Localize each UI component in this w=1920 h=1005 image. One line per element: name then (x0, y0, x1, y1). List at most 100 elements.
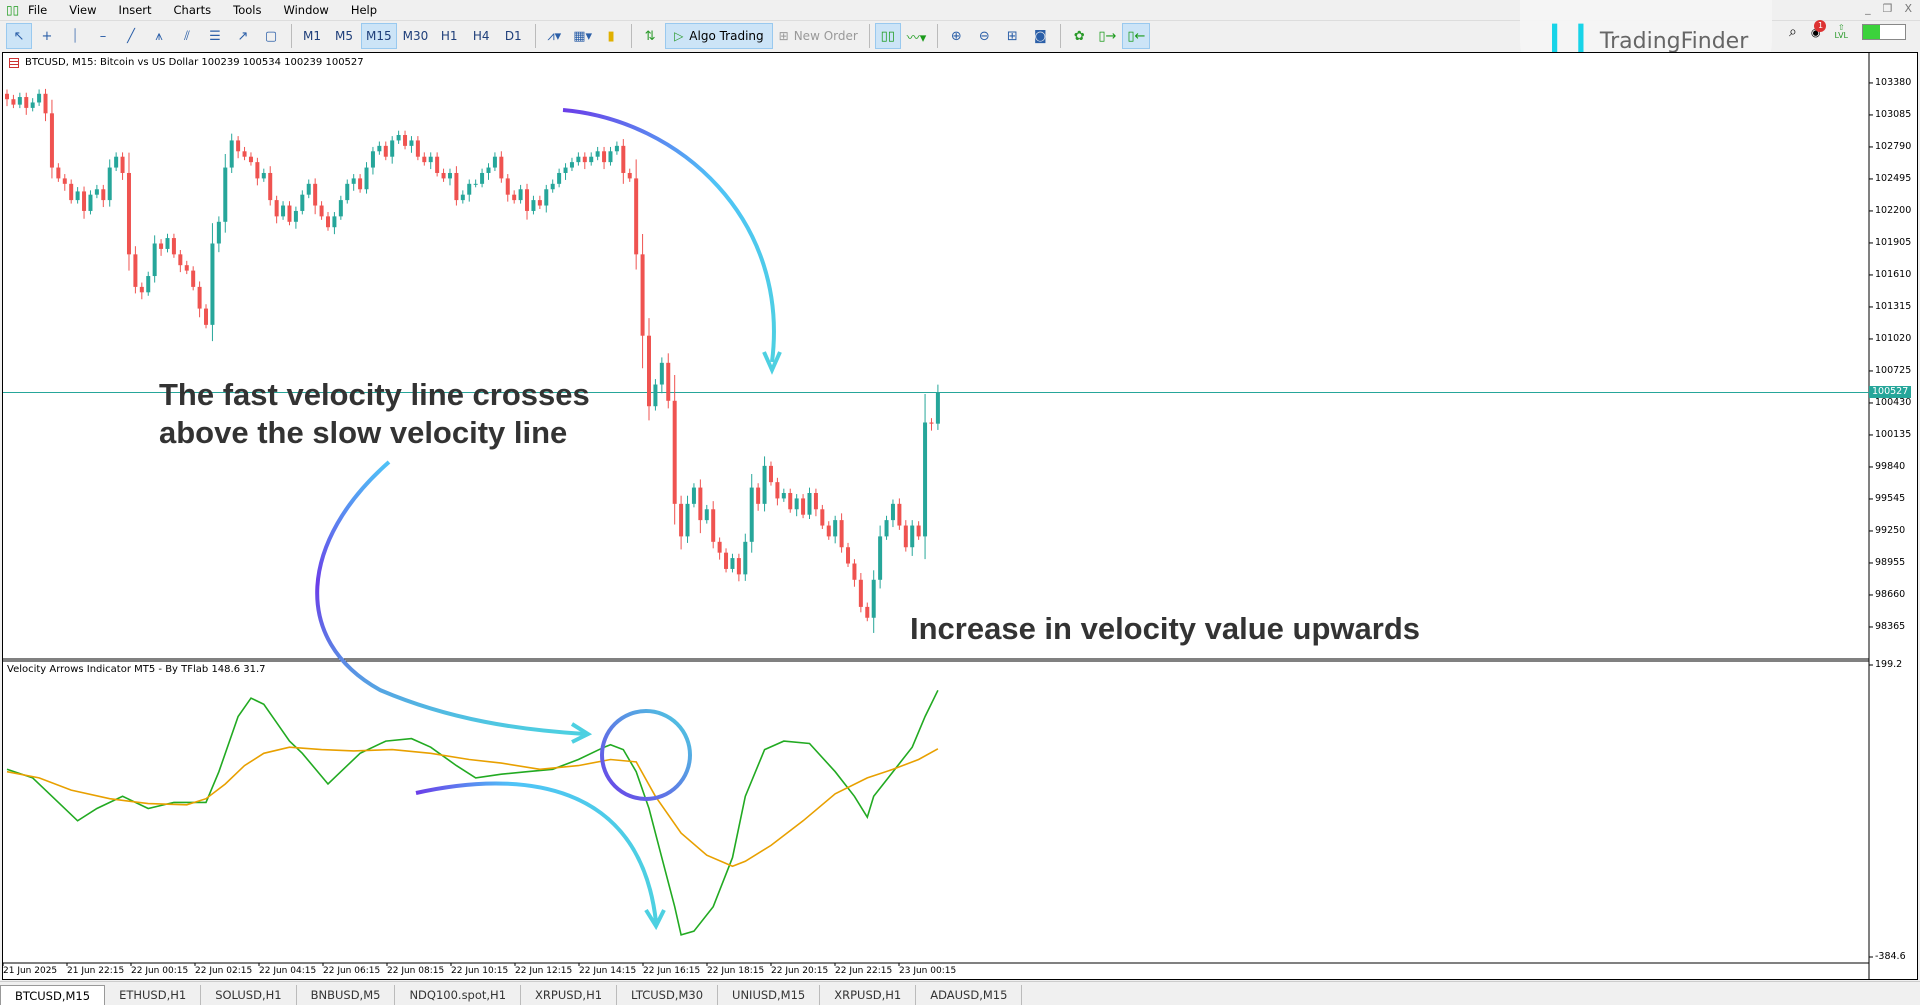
tab-uniusd-m15[interactable]: UNIUSD,M15 (718, 985, 821, 1005)
price-tick-label: 99250 (1875, 524, 1906, 536)
candlestick-icon[interactable]: ▯▯ (874, 23, 901, 49)
menu-window[interactable]: Window (283, 2, 329, 17)
chart-type-icon[interactable]: ⩘▾ (547, 28, 562, 44)
timeframe-m5[interactable]: M5 (335, 29, 353, 43)
trendline-icon[interactable]: ╱ (127, 28, 135, 44)
candle-body (216, 221, 221, 244)
line-chart-icon[interactable]: 〰▾ (906, 30, 927, 46)
rectangle-icon[interactable]: ▢ (264, 28, 278, 44)
time-tick-label: 22 Jun 18:15 (707, 966, 765, 976)
tab-ndq100-spot-h1[interactable]: NDQ100.spot,H1 (395, 985, 522, 1005)
screenshot-icon[interactable]: ◙ (1034, 28, 1047, 44)
price-tick-label: 102790 (1875, 140, 1912, 152)
candle-body (647, 335, 651, 407)
timeframe-h4[interactable]: H4 (472, 29, 490, 43)
settings-gear-icon[interactable]: ✿ (1073, 28, 1085, 44)
separator (937, 24, 939, 48)
arrow-line-icon[interactable]: ↗ (237, 28, 249, 44)
candle-body (486, 167, 491, 173)
price-tick-label: 103085 (1875, 108, 1912, 120)
candle-body (5, 93, 9, 100)
timeframe-h1[interactable]: H1 (440, 29, 458, 43)
tab-bnbusd-m5[interactable]: BNBUSD,M5 (297, 985, 396, 1005)
channel-icon[interactable]: ⫽ (184, 28, 190, 44)
chart-shift-icon[interactable]: ▯← (1122, 23, 1151, 49)
candle-body (274, 200, 279, 217)
indicators-icon[interactable]: ▦▾ (573, 28, 593, 44)
tab-xrpusd-h1[interactable]: XRPUSD,H1 (521, 985, 618, 1005)
menu-tools[interactable]: Tools (233, 2, 262, 17)
cursor-icon[interactable]: ↖ (6, 23, 32, 49)
algo-trading-button[interactable]: ▷ Algo Trading (665, 23, 773, 49)
candle-body (691, 487, 696, 504)
tab-ethusd-h1[interactable]: ETHUSD,H1 (105, 985, 202, 1005)
timeframe-m1[interactable]: M1 (303, 29, 321, 43)
time-tick-label: 21 Jun 22:15 (67, 966, 125, 976)
candle-body (756, 487, 761, 504)
new-order-icon: ⊞ (778, 29, 789, 43)
candle-body (75, 191, 80, 201)
price-tick-label: 100430 (1875, 396, 1912, 408)
candle-body (569, 162, 574, 168)
candle-body (126, 172, 131, 255)
menu-view[interactable]: View (69, 2, 97, 17)
menu-insert[interactable]: Insert (118, 2, 152, 17)
timeframe-m30[interactable]: M30 (402, 29, 429, 43)
price-tick-label: 101315 (1875, 300, 1912, 312)
level-toggle[interactable] (1862, 24, 1906, 40)
candle-body (492, 156, 497, 168)
tab-xrpusd-h1[interactable]: XRPUSD,H1 (820, 985, 917, 1005)
tab-solusd-h1[interactable]: SOLUSD,H1 (201, 985, 297, 1005)
restore-button[interactable]: ❐ (1882, 2, 1893, 15)
crossover-annotation-line-1: The fast velocity line crosses (159, 377, 590, 412)
search-icon[interactable]: ⌕ (1789, 24, 1797, 40)
menu-file[interactable]: File (28, 2, 48, 17)
candle-body (197, 286, 202, 309)
horizontal-line-icon[interactable]: – (99, 28, 107, 44)
price-tick-label: 98955 (1875, 556, 1906, 568)
candle-body (852, 563, 857, 580)
templates-icon[interactable]: ▮ (607, 28, 615, 44)
fibonacci-icon[interactable]: ☰ (209, 28, 221, 44)
candle-body (345, 183, 350, 201)
candle-body (704, 509, 709, 521)
time-tick-label: 22 Jun 02:15 (195, 966, 253, 976)
timeframe-m15[interactable]: M15 (361, 23, 397, 49)
menu-charts[interactable]: Charts (173, 2, 212, 17)
chart-canvas[interactable] (3, 53, 1917, 979)
new-order-button[interactable]: ⊞ New Order (775, 23, 862, 49)
tile-windows-icon[interactable]: ⊞ (1006, 28, 1018, 44)
candle-body (512, 194, 517, 201)
candle-body (152, 243, 157, 277)
autoscroll-icon[interactable]: ▯→ (1098, 28, 1117, 44)
tab-btcusd-m15[interactable]: BTCUSD,M15 (0, 985, 106, 1005)
menu-help[interactable]: Help (350, 2, 378, 17)
candle-body (435, 156, 440, 173)
zoom-in-icon[interactable]: ⊕ (950, 28, 962, 44)
candle-body (383, 145, 388, 157)
candle-body (923, 422, 928, 537)
candle-body (377, 145, 382, 152)
notifications-button[interactable]: ◉ 1 (1811, 19, 1827, 39)
minimize-button[interactable]: _ (1865, 2, 1871, 15)
close-button[interactable]: X (1904, 2, 1912, 15)
candle-body (910, 525, 915, 548)
pitchfork-icon[interactable]: ⩚ (155, 28, 163, 44)
candle-body (781, 493, 786, 499)
timeframe-d1[interactable]: D1 (504, 29, 522, 43)
time-tick-label: 22 Jun 16:15 (643, 966, 701, 976)
toolbar: ↖ + ⏐ – ╱ ⩚ ⫽ ☰ ↗ ▢ M1 M5 M15 M30 H1 H4 D1 ⩘▾ ▦▾ ▮ ⇅ ▷ A… (0, 20, 1920, 51)
tab-ltcusd-m30[interactable]: LTCUSD,M30 (617, 985, 719, 1005)
one-click-trading-icon[interactable]: ⇅ (644, 28, 656, 44)
candle-body (184, 265, 189, 271)
tab-adausd-m15[interactable]: ADAUSD,M15 (916, 985, 1023, 1005)
crosshair-icon[interactable]: + (41, 28, 53, 44)
chart-window[interactable]: BTCUSD, M15: Bitcoin vs US Dollar 100239… (2, 52, 1918, 980)
zoom-out-icon[interactable]: ⊖ (978, 28, 990, 44)
candle-body (724, 552, 729, 569)
vertical-line-icon[interactable]: ⏐ (71, 28, 79, 44)
candle-body (730, 558, 735, 569)
price-tick-label: 102495 (1875, 172, 1912, 184)
indicator-scale-max: 199.2 (1875, 659, 1903, 670)
candle-body (563, 167, 568, 173)
